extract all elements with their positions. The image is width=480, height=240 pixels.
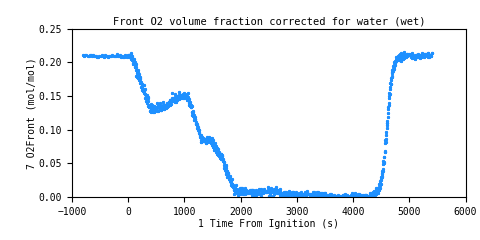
X-axis label: 1 Time From Ignition (s): 1 Time From Ignition (s) bbox=[198, 219, 339, 229]
Title: Front O2 volume fraction corrected for water (wet): Front O2 volume fraction corrected for w… bbox=[112, 17, 425, 27]
Y-axis label: 7 O2Front (mol/mol): 7 O2Front (mol/mol) bbox=[26, 57, 36, 169]
